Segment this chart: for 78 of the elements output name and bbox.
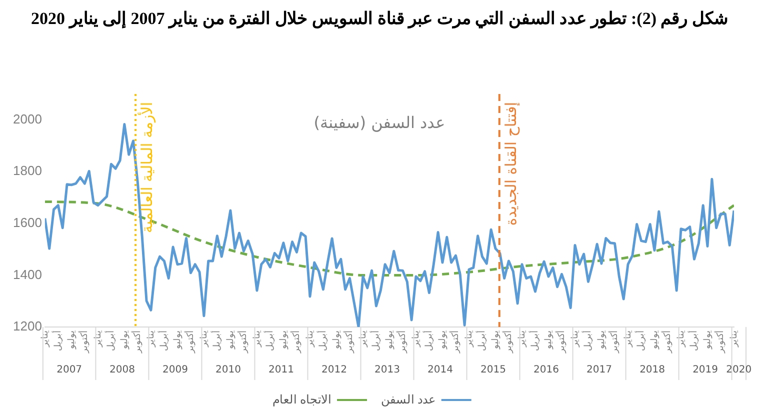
x-tick-label: أبريل: [104, 330, 117, 351]
x-tick-label: يناير: [145, 330, 156, 348]
x-tick-label: أكتوبر: [342, 330, 356, 354]
x-tick-label: أكتوبر: [183, 330, 196, 354]
x-tick-label: أبريل: [368, 330, 382, 351]
x-tick-label: أكتوبر: [395, 330, 408, 354]
x-tick-label: أبريل: [528, 330, 541, 351]
x-tick-label: يناير: [410, 330, 422, 348]
x-tick-label: أكتوبر: [554, 330, 568, 354]
x-tick-label: يناير: [251, 330, 262, 348]
text: الأزمة المالية العالمية: [138, 102, 156, 234]
text: 2020: [726, 364, 752, 376]
x-tick-label: يناير: [304, 330, 316, 348]
text: 2016: [534, 364, 559, 376]
x-tick-label: أكتوبر: [236, 330, 250, 354]
text: 2008: [109, 364, 135, 376]
legend-label: الاتجاه العام: [272, 392, 331, 406]
text: 2007: [56, 364, 82, 376]
x-tick-label: أكتوبر: [660, 330, 674, 354]
x-tick-label: أكتوبر: [448, 330, 462, 354]
y-tick-label: 1600: [13, 215, 42, 230]
x-tick-label: يناير: [569, 330, 580, 348]
x-tick-label: يوليو: [490, 330, 501, 350]
x-tick-label: أكتوبر: [130, 330, 144, 354]
text: 2009: [162, 364, 188, 376]
x-tick-label: أبريل: [316, 330, 329, 351]
text: 2018: [640, 364, 666, 376]
chart-title: شكل رقم (2): تطور عدد السفن التي مرت عبر قناة السويس خلال الفترة من يناير 2007 إلى يناير 2020: [31, 8, 728, 29]
x-tick-label: يوليو: [224, 330, 236, 350]
x-tick-label: يناير: [675, 330, 686, 348]
x-tick-label: يناير: [463, 330, 474, 348]
x-tick-label: يوليو: [648, 330, 660, 350]
x-tick-label: يوليو: [118, 330, 130, 350]
y-tick-label: 1800: [13, 163, 42, 178]
x-tick-label: أبريل: [156, 330, 170, 351]
text: 2014: [428, 364, 453, 376]
legend-label: عدد السفن: [380, 392, 436, 406]
x-tick-label: أبريل: [634, 330, 647, 351]
text: إفتتاح القناة الجديدة: [502, 102, 520, 226]
text: 2015: [480, 364, 506, 376]
x-tick-label: يناير: [357, 330, 368, 348]
x-tick-label: أبريل: [210, 330, 223, 351]
text: 2010: [216, 364, 241, 376]
x-tick-label: يوليو: [596, 330, 607, 350]
x-tick-label: أبريل: [422, 330, 435, 351]
text: 2019: [692, 364, 718, 376]
x-tick-label: يوليو: [542, 330, 554, 350]
x-tick-label: أكتوبر: [289, 330, 302, 354]
x-tick-label: أبريل: [580, 330, 594, 351]
x-tick-label: يوليو: [384, 330, 395, 350]
x-tick-label: يوليو: [66, 330, 77, 350]
x-tick-label: يوليو: [436, 330, 448, 350]
x-tick-label: يناير: [622, 330, 634, 348]
y-tick-label: 2000: [13, 111, 42, 126]
x-tick-label: أبريل: [50, 330, 64, 351]
text: عدد السفن (سفينة): [314, 113, 446, 132]
x-tick-label: أبريل: [262, 330, 276, 351]
text: 2011: [268, 364, 294, 376]
x-tick-label: يناير: [728, 330, 740, 348]
text: 2017: [586, 364, 612, 376]
y-tick-label: 1400: [13, 266, 42, 282]
x-tick-label: أبريل: [474, 330, 488, 351]
x-tick-label: يناير: [516, 330, 528, 348]
x-tick-label: يناير: [198, 330, 210, 348]
x-tick-label: يوليو: [330, 330, 342, 350]
x-tick-label: يوليو: [702, 330, 713, 350]
x-tick-label: أكتوبر: [77, 330, 90, 354]
text: 2012: [322, 364, 347, 376]
x-tick-label: يناير: [92, 330, 104, 348]
x-tick-label: أكتوبر: [607, 330, 620, 354]
x-tick-label: أبريل: [686, 330, 700, 351]
text: 2013: [374, 364, 400, 376]
x-tick-label: يناير: [39, 330, 50, 348]
x-tick-label: أكتوبر: [713, 330, 726, 354]
x-tick-label: يوليو: [278, 330, 289, 350]
y-tick-label: 1200: [13, 318, 42, 334]
x-tick-label: يوليو: [172, 330, 183, 350]
x-tick-label: أكتوبر: [501, 330, 514, 354]
